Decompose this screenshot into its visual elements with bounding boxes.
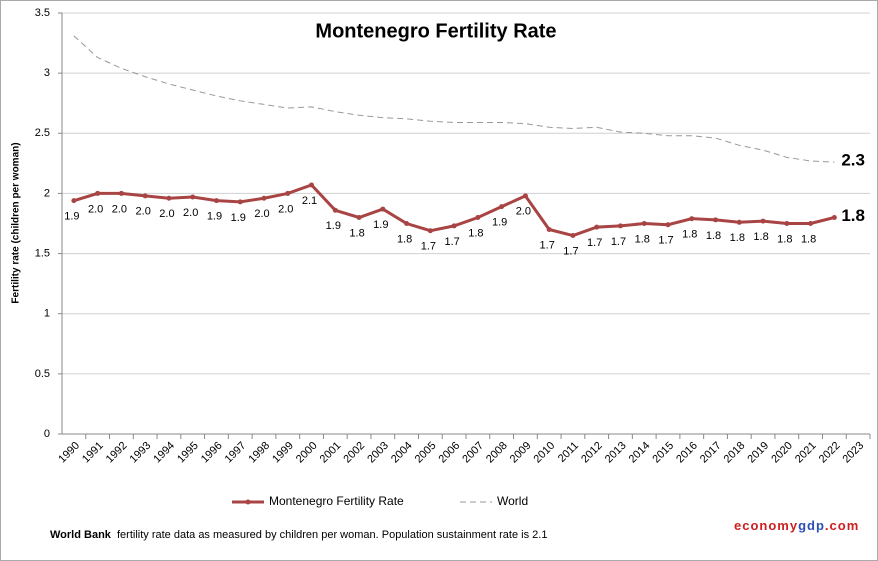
value-label: 1.7: [540, 239, 555, 251]
end-label: 2.3: [841, 151, 865, 170]
value-label: 1.8: [349, 227, 364, 239]
value-label: 1.9: [231, 212, 246, 224]
point: [451, 223, 457, 229]
point: [499, 204, 505, 210]
point: [118, 190, 124, 196]
point: [213, 198, 219, 204]
point: [356, 214, 362, 220]
point: [95, 190, 101, 196]
y-tick-label: 2.5: [35, 127, 50, 139]
value-label: 1.7: [658, 235, 673, 247]
value-label: 1.8: [777, 233, 792, 245]
value-label: 1.9: [373, 219, 388, 231]
brand-part: .com: [825, 518, 859, 533]
value-label: 2.0: [159, 208, 174, 220]
value-label: 1.8: [730, 232, 745, 244]
value-label: 1.9: [492, 217, 507, 229]
end-label: 1.8: [841, 206, 865, 225]
point: [522, 193, 528, 199]
point: [760, 218, 766, 224]
point: [309, 182, 315, 188]
point: [475, 214, 481, 220]
point: [71, 198, 77, 204]
value-label: 1.7: [444, 236, 459, 248]
value-label: 1.8: [753, 231, 768, 243]
legend-label: World: [497, 494, 528, 508]
y-tick-label: 0.5: [35, 368, 50, 380]
value-label: 2.0: [254, 208, 269, 220]
y-tick-label: 0: [44, 428, 50, 440]
value-label: 2.1: [302, 195, 317, 207]
footer-source: World Bank: [50, 529, 112, 541]
y-tick-label: 1: [44, 308, 50, 320]
point: [190, 194, 196, 200]
point: [570, 233, 576, 239]
point: [594, 224, 600, 230]
point: [261, 195, 267, 201]
value-label: 2.0: [136, 206, 151, 218]
value-label: 1.8: [682, 229, 697, 241]
value-label: 1.8: [635, 233, 650, 245]
value-label: 2.0: [88, 203, 103, 215]
point: [665, 222, 671, 228]
value-label: 2.0: [112, 203, 127, 215]
value-label: 1.9: [326, 220, 341, 232]
point: [689, 216, 695, 222]
point: [784, 221, 790, 226]
point: [332, 207, 338, 213]
y-tick-label: 3: [44, 67, 50, 79]
value-label: 2.0: [183, 207, 198, 219]
value-label: 1.7: [587, 237, 602, 249]
value-label: 1.8: [397, 233, 412, 245]
point: [546, 227, 552, 233]
y-axis-title: Fertility rate (children per woman): [11, 142, 22, 303]
point: [427, 228, 433, 234]
point: [713, 217, 719, 223]
value-label: 1.8: [801, 233, 816, 245]
point: [736, 219, 742, 225]
brand-part: economy: [734, 518, 798, 533]
brand: economygdp.com: [734, 518, 859, 533]
value-label: 1.7: [611, 236, 626, 248]
value-label: 1.9: [64, 211, 79, 223]
point: [166, 195, 172, 201]
value-label: 2.0: [278, 203, 293, 215]
y-tick-label: 2: [44, 187, 50, 199]
value-label: 1.7: [421, 241, 436, 253]
legend-label: Montenegro Fertility Rate: [269, 494, 404, 508]
footer-note: fertility rate data as measured by child…: [117, 529, 547, 541]
y-tick-label: 3.5: [35, 7, 50, 19]
series-line: [73, 35, 835, 163]
point: [617, 223, 623, 229]
y-tick-label: 1.5: [35, 247, 50, 259]
point: [831, 214, 837, 220]
value-label: 1.8: [468, 227, 483, 239]
point: [404, 221, 410, 226]
point: [142, 193, 148, 199]
point: [808, 221, 814, 226]
point: [641, 221, 647, 226]
point: [285, 190, 291, 196]
point: [380, 206, 386, 212]
value-label: 2.0: [516, 206, 531, 218]
value-label: 1.7: [563, 245, 578, 257]
chart-title: Montenegro Fertility Rate: [315, 20, 556, 42]
value-label: 1.9: [207, 211, 222, 223]
brand-part: gdp: [798, 518, 825, 533]
legend-marker: [245, 499, 251, 505]
point: [237, 199, 243, 205]
value-label: 1.8: [706, 230, 721, 242]
